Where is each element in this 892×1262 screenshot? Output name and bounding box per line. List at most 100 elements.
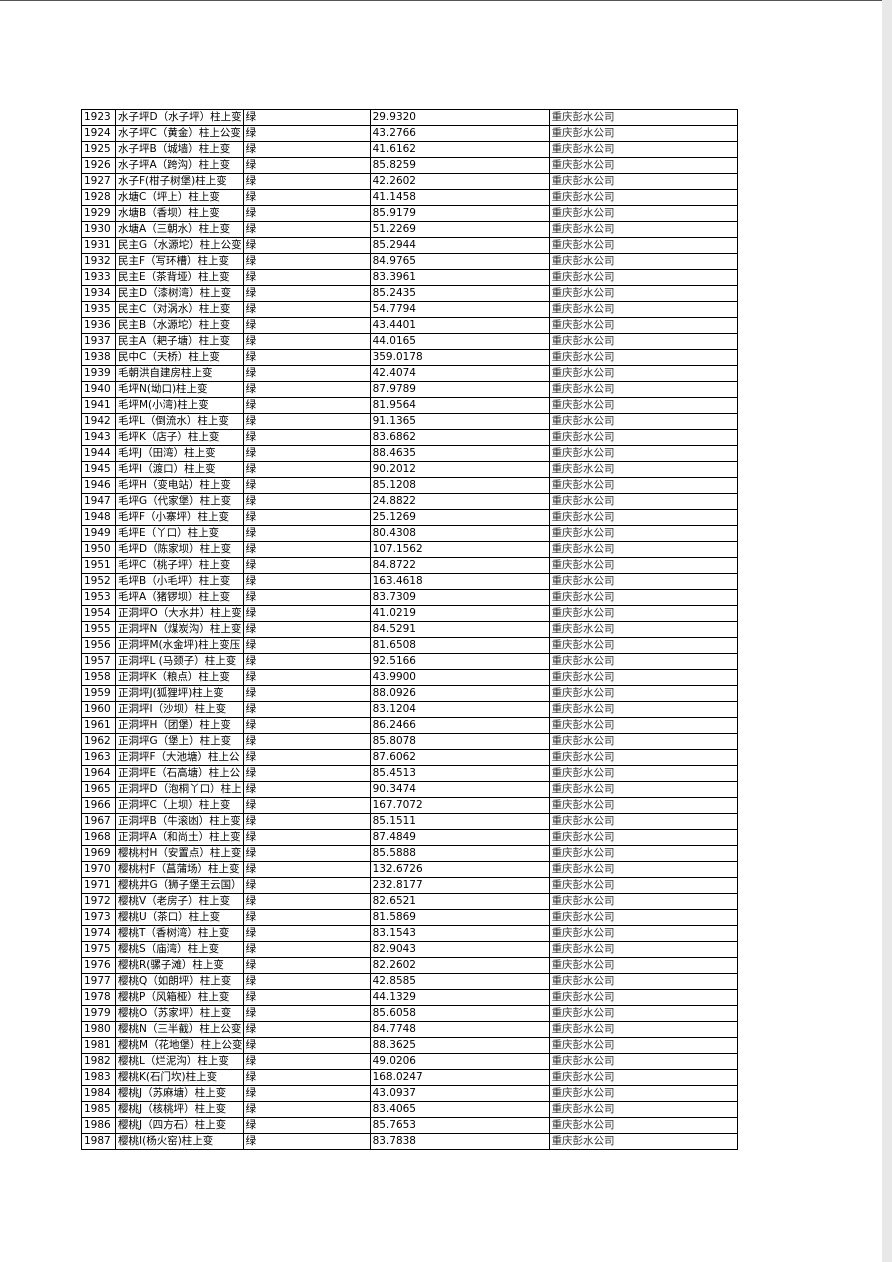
transformer-name-cell: 水塘B（香坝）柱上变	[115, 205, 244, 222]
table-row: 1949 毛坪E（丫口）柱上变绿 80.4308 重庆彭水公司	[81, 525, 738, 542]
value-cell: 87.6062	[369, 749, 550, 766]
value-cell: 92.5166	[369, 653, 550, 670]
table-row: 1984 樱桃J（苏麻塘）柱上变绿 43.0937 重庆彭水公司	[81, 1085, 738, 1102]
transformer-name-cell: 水子坪C（黄金）柱上公变	[115, 125, 244, 142]
company-cell: 重庆彭水公司	[548, 1117, 738, 1134]
row-number-cell: 1951	[81, 557, 116, 574]
value-cell: 107.1562	[369, 541, 550, 558]
row-number-cell: 1958	[81, 669, 116, 686]
transformer-name-cell: 樱桃K(石门坎)柱上变	[115, 1069, 244, 1086]
row-number-cell: 1930	[81, 221, 116, 238]
transformer-name-cell: 毛坪A（猪锣坝）柱上变	[115, 589, 244, 606]
table-row: 1973 樱桃U（茶口）柱上变绿 81.5869 重庆彭水公司	[81, 909, 738, 926]
status-color-cell: 绿	[242, 461, 371, 478]
company-cell: 重庆彭水公司	[548, 365, 738, 382]
company-cell: 重庆彭水公司	[548, 941, 738, 958]
company-cell: 重庆彭水公司	[548, 221, 738, 238]
table-row: 1941 毛坪M(小湾)柱上变绿 81.9564 重庆彭水公司	[81, 397, 738, 414]
value-cell: 54.7794	[369, 301, 550, 318]
row-number-cell: 1953	[81, 589, 116, 606]
company-cell: 重庆彭水公司	[548, 861, 738, 878]
table-row: 1986 樱桃J（四方石）柱上变绿 85.7653 重庆彭水公司	[81, 1117, 738, 1134]
status-color-cell: 绿	[242, 1069, 371, 1086]
table-row: 1937 民主A（耙子塘）柱上变绿 44.0165 重庆彭水公司	[81, 333, 738, 350]
status-color-cell: 绿	[242, 285, 371, 302]
value-cell: 43.2766	[369, 125, 550, 142]
table-row: 1928 水塘C（坪上）柱上变绿 41.1458 重庆彭水公司	[81, 189, 738, 206]
table-row: 1934 民主D（漆树湾）柱上变绿 85.2435 重庆彭水公司	[81, 285, 738, 302]
company-cell: 重庆彭水公司	[548, 1005, 738, 1022]
row-number-cell: 1968	[81, 829, 116, 846]
table-row: 1974 樱桃T（香树湾）柱上变绿 83.1543 重庆彭水公司	[81, 925, 738, 942]
table-row: 1929 水塘B（香坝）柱上变绿 85.9179 重庆彭水公司	[81, 205, 738, 222]
transformer-name-cell: 毛坪F（小寨坪）柱上变	[115, 509, 244, 526]
row-number-cell: 1972	[81, 893, 116, 910]
value-cell: 24.8822	[369, 493, 550, 510]
transformer-name-cell: 水子坪B（城墙）柱上变	[115, 141, 244, 158]
status-color-cell: 绿	[242, 781, 371, 798]
value-cell: 84.8722	[369, 557, 550, 574]
transformer-name-cell: 正洞坪M(水金坪)柱上变压	[115, 637, 244, 654]
status-color-cell: 绿	[242, 621, 371, 638]
value-cell: 80.4308	[369, 525, 550, 542]
transformer-name-cell: 毛坪N(坳口)柱上变	[115, 381, 244, 398]
table-row: 1962 正洞坪G（堡上）柱上变绿 85.8078 重庆彭水公司	[81, 733, 738, 750]
value-cell: 25.1269	[369, 509, 550, 526]
transformer-name-cell: 樱桃N（三半截）柱上公变	[115, 1021, 244, 1038]
table-row: 1963 正洞坪F（大池塘）柱上公绿 87.6062 重庆彭水公司	[81, 749, 738, 766]
table-row: 1952 毛坪B（小毛坪）柱上变绿 163.4618 重庆彭水公司	[81, 573, 738, 590]
value-cell: 84.5291	[369, 621, 550, 638]
table-row: 1943 毛坪K（店子）柱上变绿 83.6862 重庆彭水公司	[81, 429, 738, 446]
company-cell: 重庆彭水公司	[548, 413, 738, 430]
row-number-cell: 1985	[81, 1101, 116, 1118]
status-color-cell: 绿	[242, 589, 371, 606]
company-cell: 重庆彭水公司	[548, 653, 738, 670]
status-color-cell: 绿	[242, 189, 371, 206]
row-number-cell: 1937	[81, 333, 116, 350]
status-color-cell: 绿	[242, 1005, 371, 1022]
row-number-cell: 1952	[81, 573, 116, 590]
table-row: 1942 毛坪L（倒流水）柱上变绿 91.1365 重庆彭水公司	[81, 413, 738, 430]
row-number-cell: 1969	[81, 845, 116, 862]
status-color-cell: 绿	[242, 157, 371, 174]
status-color-cell: 绿	[242, 301, 371, 318]
value-cell: 88.0926	[369, 685, 550, 702]
status-color-cell: 绿	[242, 109, 371, 126]
status-color-cell: 绿	[242, 605, 371, 622]
transformer-name-cell: 樱桃J（苏麻塘）柱上变	[115, 1085, 244, 1102]
value-cell: 86.2466	[369, 717, 550, 734]
status-color-cell: 绿	[242, 813, 371, 830]
transformer-name-cell: 民主D（漆树湾）柱上变	[115, 285, 244, 302]
row-number-cell: 1962	[81, 733, 116, 750]
row-number-cell: 1966	[81, 797, 116, 814]
table-row: 1947 毛坪G（代家堡）柱上变绿 24.8822 重庆彭水公司	[81, 493, 738, 510]
row-number-cell: 1974	[81, 925, 116, 942]
company-cell: 重庆彭水公司	[548, 797, 738, 814]
table-row: 1946 毛坪H（变电站）柱上变绿 85.1208 重庆彭水公司	[81, 477, 738, 494]
status-color-cell: 绿	[242, 765, 371, 782]
company-cell: 重庆彭水公司	[548, 1053, 738, 1070]
company-cell: 重庆彭水公司	[548, 237, 738, 254]
status-color-cell: 绿	[242, 941, 371, 958]
row-number-cell: 1986	[81, 1117, 116, 1134]
status-color-cell: 绿	[242, 1037, 371, 1054]
row-number-cell: 1976	[81, 957, 116, 974]
status-color-cell: 绿	[242, 733, 371, 750]
row-number-cell: 1931	[81, 237, 116, 254]
value-cell: 83.1204	[369, 701, 550, 718]
transformer-name-cell: 樱桃U（茶口）柱上变	[115, 909, 244, 926]
value-cell: 167.7072	[369, 797, 550, 814]
status-color-cell: 绿	[242, 573, 371, 590]
row-number-cell: 1957	[81, 653, 116, 670]
status-color-cell: 绿	[242, 349, 371, 366]
company-cell: 重庆彭水公司	[548, 141, 738, 158]
row-number-cell: 1923	[81, 109, 116, 126]
row-number-cell: 1965	[81, 781, 116, 798]
transformer-name-cell: 毛坪E（丫口）柱上变	[115, 525, 244, 542]
company-cell: 重庆彭水公司	[548, 669, 738, 686]
row-number-cell: 1932	[81, 253, 116, 270]
table-row: 1972 樱桃V（老房子）柱上变绿 82.6521 重庆彭水公司	[81, 893, 738, 910]
value-cell: 81.6508	[369, 637, 550, 654]
table-row: 1945 毛坪I（渡口）柱上变绿 90.2012 重庆彭水公司	[81, 461, 738, 478]
company-cell: 重庆彭水公司	[548, 893, 738, 910]
